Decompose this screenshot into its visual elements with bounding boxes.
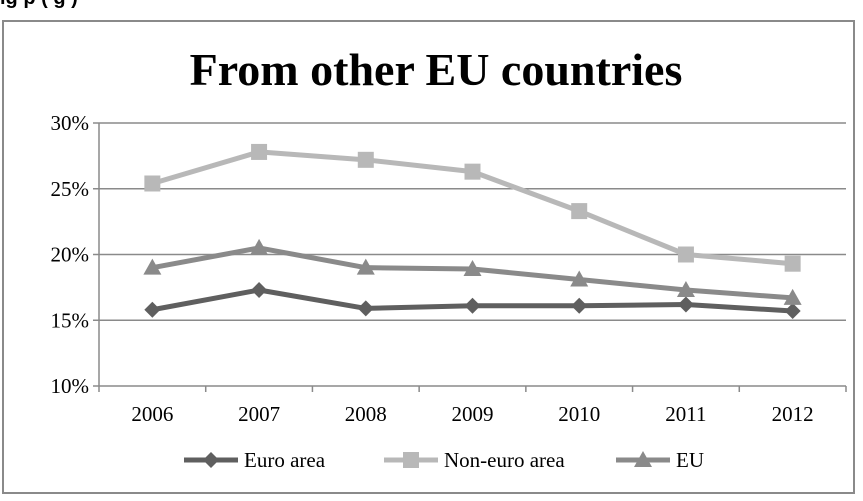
data-point [144,175,161,192]
legend-marker [203,452,219,468]
legend-label: Euro area [244,448,326,472]
data-point [464,297,481,314]
legend-item: Euro area [184,448,326,472]
y-tick-label: 10% [51,374,90,398]
x-tick-label: 2011 [665,402,706,426]
chart-frame: From other EU countries 10% 15% 20% 25% 30% … [2,20,855,494]
y-tick-label: 15% [51,308,90,332]
x-tick-label: 2008 [345,402,387,426]
y-axis-tick-labels: 10% 15% 20% 25% 30% [51,111,90,398]
data-point [464,163,481,180]
legend-item: Non-euro area [384,448,565,472]
data-point [144,301,161,318]
data-point [784,303,801,320]
chart-title: From other EU countries [190,44,683,95]
series-2 [143,238,802,305]
data-point [676,281,695,298]
data-point [357,151,374,168]
data-point [250,238,269,255]
data-point [357,300,374,317]
x-tick-label: 2012 [772,402,814,426]
data-point [783,288,802,305]
legend-item: EU [616,448,704,472]
data-point [463,259,482,276]
figure-caption: ig p ( g ) [0,0,78,10]
x-tick-label: 2006 [131,402,173,426]
legend-label: Non-euro area [444,448,565,472]
y-tick-label: 30% [51,111,90,135]
data-point [143,258,162,275]
data-point [677,296,694,313]
grid-lines [99,122,846,321]
data-point [677,246,694,263]
x-tick-label: 2010 [558,402,600,426]
x-axis-tick-labels: 2006 2007 2008 2009 2010 2011 2012 [131,402,813,426]
data-point [251,282,268,299]
y-tick-label: 25% [51,177,90,201]
data-point [251,143,268,160]
data-point [356,258,375,275]
axes [93,122,847,392]
series-0 [144,282,801,320]
line-chart: From other EU countries 10%15%20%25%30% … [51,44,847,472]
series-1 [144,143,801,272]
data-point [571,297,588,314]
data-series [143,143,802,320]
x-tick-label: 2009 [452,402,494,426]
data-point [571,203,588,220]
data-point [570,270,589,287]
legend-marker [403,452,419,468]
legend-marker [634,451,652,467]
legend: Euro area Non-euro area EU [184,448,704,472]
legend-label: EU [676,448,704,472]
x-tick-label: 2007 [238,402,280,426]
data-point [784,255,801,272]
y-tick-label: 20% [51,243,90,267]
